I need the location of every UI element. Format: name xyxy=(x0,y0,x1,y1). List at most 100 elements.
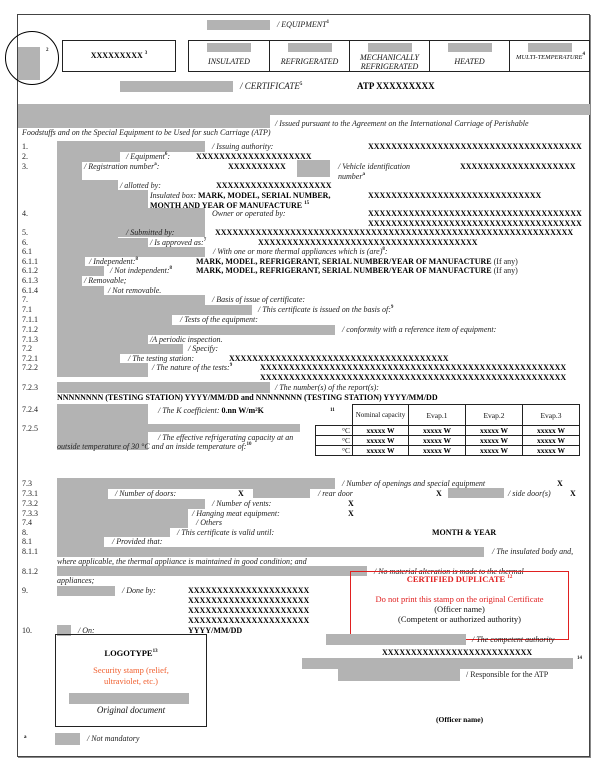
gray-field xyxy=(57,266,104,276)
atp-number: ATP XXXXXXXXX xyxy=(357,81,435,91)
text: XXXXXXXXXXXXXXXXXXXXXXXXXXXXXXXXXXXXXXXX… xyxy=(215,228,574,237)
officer-name: (Officer name) xyxy=(436,715,484,724)
text: xxxxx W xyxy=(408,445,466,456)
text: / Basis of issue of certificate: xyxy=(212,295,306,304)
text: / This certificate is valid until: xyxy=(177,528,275,537)
gray-field xyxy=(57,478,335,489)
gray-field xyxy=(338,669,460,681)
gray-field xyxy=(57,152,120,162)
text: 14 xyxy=(577,656,582,665)
text: 5 xyxy=(299,82,303,87)
text: 7. xyxy=(22,295,28,304)
text: Nominal capacity xyxy=(352,404,409,426)
text: XXXXXXXXXXXXXXXXXXXXX xyxy=(188,586,310,595)
gray-field xyxy=(148,424,300,432)
text: 2 xyxy=(46,48,49,57)
text: / This certificate is issued on the basi… xyxy=(258,305,393,314)
text: X xyxy=(557,479,563,488)
text: MULTI-TEMPERATURE4 xyxy=(509,41,591,71)
text: MARK, MODEL, SERIAL NUMBER, xyxy=(198,191,331,200)
text: XXXXXXXXXXXXXXXXXXXXXXXXXXXXXXXXXXXXXXXX… xyxy=(260,373,567,382)
text: / Others xyxy=(196,518,222,527)
text: XXXXXXXXXXXXXXXXXXXX xyxy=(216,181,332,190)
text: xxxxx W xyxy=(352,435,409,446)
text: 7.2.2 xyxy=(22,363,38,372)
text: XXXXXXXXXXXXXXXXXXXXXXXXXXXXXXXXXXXXXX xyxy=(258,238,478,247)
gray-field xyxy=(326,634,466,645)
text: / Issuing authority: xyxy=(212,142,274,151)
gray-field xyxy=(57,238,148,248)
certified-duplicate-stamp: CERTIFIED DUPLICATE 12 Do not print this… xyxy=(350,571,569,640)
text: 8 xyxy=(169,266,173,271)
text: INSULATED xyxy=(208,57,250,66)
text: MARK, MODEL, REFRIGERANT, SERIAL NUMBER/… xyxy=(196,257,518,266)
gray-field xyxy=(57,586,115,596)
text: / Independent:8 xyxy=(89,257,138,266)
text: MULTI-TEMPERATURE xyxy=(516,54,583,61)
gray-field xyxy=(57,228,118,238)
text: / The testing station: xyxy=(128,354,194,363)
text: / With one or more thermal appliances wh… xyxy=(213,247,383,256)
text: / CERTIFICATE xyxy=(240,81,300,91)
country-code-field xyxy=(18,47,40,80)
gray-field xyxy=(57,518,188,528)
text: / The number(s) of the report(s): xyxy=(275,383,379,392)
text: 6 xyxy=(164,152,168,157)
text: 6.1.3 xyxy=(22,276,38,285)
text: INSULATED xyxy=(189,41,269,71)
text: 5. xyxy=(22,228,28,237)
text: 7.3.2 xyxy=(22,499,38,508)
text: 2 xyxy=(46,48,49,53)
text: 7.2.3 xyxy=(22,383,38,392)
text: X xyxy=(436,489,442,498)
text: 9. xyxy=(22,586,28,595)
gray-field xyxy=(57,404,148,450)
text: MECHANICALLY REFRIGERATED xyxy=(360,53,419,71)
text: XXXXXXXXX xyxy=(90,51,143,60)
text: 3. xyxy=(22,162,28,171)
text: xxxxx W xyxy=(408,435,466,446)
text: xxxxx W xyxy=(352,425,409,436)
text: xxxxx W xyxy=(522,435,580,446)
text: (If any) xyxy=(493,266,518,275)
gray-field xyxy=(207,20,270,30)
text: 9 xyxy=(390,305,394,310)
gray-field xyxy=(57,286,104,295)
text: (If any) xyxy=(493,257,518,266)
text: MECHANICALLY REFRIGERATED xyxy=(349,41,429,71)
text: MARK, MODEL, REFRIGERANT, SERIAL NUMBER/… xyxy=(196,257,492,266)
text: / Provided that: xyxy=(112,537,163,546)
text: 6. xyxy=(22,238,28,247)
gray-field xyxy=(18,104,590,115)
gray-field xyxy=(18,115,270,128)
text: / Hanging meat equipment: xyxy=(192,509,280,518)
text: xxxxx W xyxy=(522,425,580,436)
gray-field xyxy=(120,81,233,92)
text: MONTH AND YEAR OF MANUFACTURE 15 xyxy=(150,201,309,210)
text: / Registration numbera: xyxy=(84,162,160,171)
equipment-code-box: XXXXXXXXX 3 xyxy=(62,40,176,72)
text: / allotted by: xyxy=(120,181,161,190)
text: 10. xyxy=(22,626,32,635)
text: 6.1.4 xyxy=(22,286,38,295)
gray-field xyxy=(57,325,335,335)
text: Evap.2 xyxy=(465,404,523,426)
text: XXXXXXXXXXXXXXXXXXXXX xyxy=(188,606,310,615)
text: numbera xyxy=(338,172,365,181)
text: / Done by: xyxy=(122,586,156,595)
text: xxxxx W xyxy=(465,435,523,446)
text: XXXXXXXXXX xyxy=(228,162,286,171)
text: MARK, MODEL, REFRIGERANT, SERIAL NUMBER/… xyxy=(196,266,518,275)
text: outside temperature of 30 °C and an insi… xyxy=(57,442,247,451)
text: Nominal capacity Evap.1 Evap.2 Evap.3 xyxy=(352,404,580,426)
gray-field xyxy=(207,43,251,52)
gray-field xyxy=(448,488,504,498)
text: 7.2.5 xyxy=(22,424,38,433)
text: xxxxx W xyxy=(465,445,523,456)
text: / Equipment6: xyxy=(126,152,171,161)
text: 11 xyxy=(330,406,335,415)
text: 7.4 xyxy=(22,518,32,527)
text: 8.1.2 xyxy=(22,567,38,576)
text: Original document xyxy=(96,705,166,715)
